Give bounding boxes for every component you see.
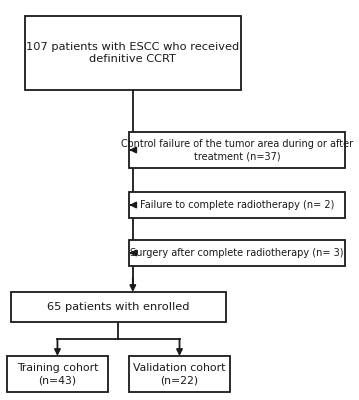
Text: Validation cohort
(n=22): Validation cohort (n=22) [133, 362, 226, 386]
FancyBboxPatch shape [129, 132, 345, 168]
Text: 65 patients with enrolled: 65 patients with enrolled [47, 302, 190, 312]
Text: Failure to complete radiotherapy (n= 2): Failure to complete radiotherapy (n= 2) [140, 200, 334, 210]
FancyBboxPatch shape [11, 292, 226, 322]
Text: Training cohort
(n=43): Training cohort (n=43) [17, 362, 98, 386]
FancyBboxPatch shape [25, 16, 241, 90]
FancyBboxPatch shape [129, 240, 345, 266]
FancyBboxPatch shape [7, 356, 108, 392]
FancyBboxPatch shape [129, 356, 230, 392]
Text: Surgery after complete radiotherapy (n= 3): Surgery after complete radiotherapy (n= … [130, 248, 344, 258]
Text: Control failure of the tumor area during or after
treatment (n=37): Control failure of the tumor area during… [121, 139, 353, 161]
Text: 107 patients with ESCC who received
definitive CCRT: 107 patients with ESCC who received defi… [26, 42, 239, 64]
FancyBboxPatch shape [129, 192, 345, 218]
